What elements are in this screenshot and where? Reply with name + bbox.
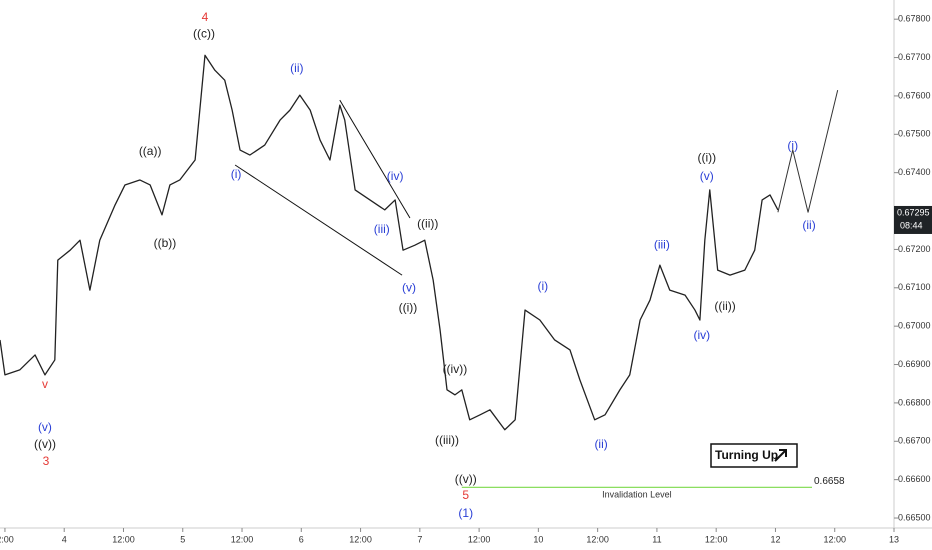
wave-label: (i) [537, 279, 548, 293]
wave-label: (v) [700, 169, 714, 183]
y-tick-label: 0.67400 [898, 167, 931, 177]
last-price-label: 0.67295 [897, 207, 930, 217]
y-tick-label: 0.66800 [898, 397, 931, 407]
wave-label: (ii) [594, 437, 607, 451]
wave-label: ((a)) [139, 144, 162, 158]
wave-label: ((v)) [455, 472, 477, 486]
y-tick-label: 0.67500 [898, 129, 931, 139]
wave-label: (iii) [374, 222, 390, 236]
wave-label: ((v)) [34, 437, 56, 451]
x-tick-label: 12:00 [705, 534, 728, 544]
countdown: 08:44 [900, 220, 923, 230]
x-tick-label: 11 [652, 534, 661, 544]
wave-label: ((c)) [193, 26, 215, 40]
wave-label: ((ii)) [714, 299, 735, 313]
x-tick-label: 4 [62, 534, 67, 544]
wave-label: (1) [458, 506, 473, 520]
x-tick-label: 5 [180, 534, 185, 544]
x-tick-label: 12:00 [349, 534, 372, 544]
invalidation-value: 0.6658 [814, 476, 845, 487]
y-tick-label: 0.66900 [898, 359, 931, 369]
x-tick-label: 13 [889, 534, 899, 544]
y-tick-label: 0.66700 [898, 436, 931, 446]
x-tick-label: 12:00 [112, 534, 135, 544]
x-tick-label: 2:00 [0, 534, 14, 544]
x-tick-label: 12:00 [586, 534, 609, 544]
badge: Turning Up [710, 443, 798, 468]
wave-label: ((iv)) [443, 362, 468, 376]
badge-arrow [774, 449, 787, 462]
wave-label: v [42, 377, 48, 391]
wave-label: 4 [202, 10, 209, 24]
wave-label: (ii) [290, 61, 303, 75]
wave-label: (iv) [694, 328, 711, 342]
y-tick-label: 0.67000 [898, 321, 931, 331]
wave-label: 5 [462, 488, 469, 502]
wave-label: (iv) [387, 169, 404, 183]
x-tick-label: 12 [770, 534, 780, 544]
wave-label: 3 [43, 454, 50, 468]
price-line [777, 90, 839, 213]
x-tick-label: 12:00 [823, 534, 846, 544]
y-tick-label: 0.67800 [898, 14, 931, 24]
x-tick-label: 12:00 [468, 534, 491, 544]
wave-label: ((b)) [154, 236, 177, 250]
y-tick-label: 0.66500 [898, 512, 931, 522]
y-tick-label: 0.67100 [898, 282, 931, 292]
wave-label: ((i)) [697, 150, 716, 164]
trendline [234, 164, 403, 276]
y-tick-label: 0.67700 [898, 52, 931, 62]
trendline [339, 99, 411, 219]
price-line [0, 54, 779, 431]
invalidation-text: Invalidation Level [602, 490, 672, 500]
x-tick-label: 12:00 [231, 534, 254, 544]
x-tick-label: 10 [533, 534, 543, 544]
wave-label: (iii) [654, 237, 670, 251]
wave-label: (i) [231, 167, 242, 181]
wave-label: (v) [38, 420, 52, 434]
wave-label: ((ii)) [417, 216, 438, 230]
y-tick-label: 0.67600 [898, 90, 931, 100]
wave-label: (ii) [802, 218, 815, 232]
badge-text: Turning Up [715, 448, 778, 462]
y-tick-label: 0.66600 [898, 474, 931, 484]
wave-label: ((i)) [399, 300, 418, 314]
last-price-box [894, 205, 932, 234]
y-tick-label: 0.67200 [898, 244, 931, 254]
x-tick-label: 7 [417, 534, 422, 544]
wave-label: (v) [402, 280, 416, 294]
wave-label: (i) [787, 138, 798, 152]
x-tick-label: 6 [299, 534, 304, 544]
wave-label: ((iii)) [435, 433, 459, 447]
